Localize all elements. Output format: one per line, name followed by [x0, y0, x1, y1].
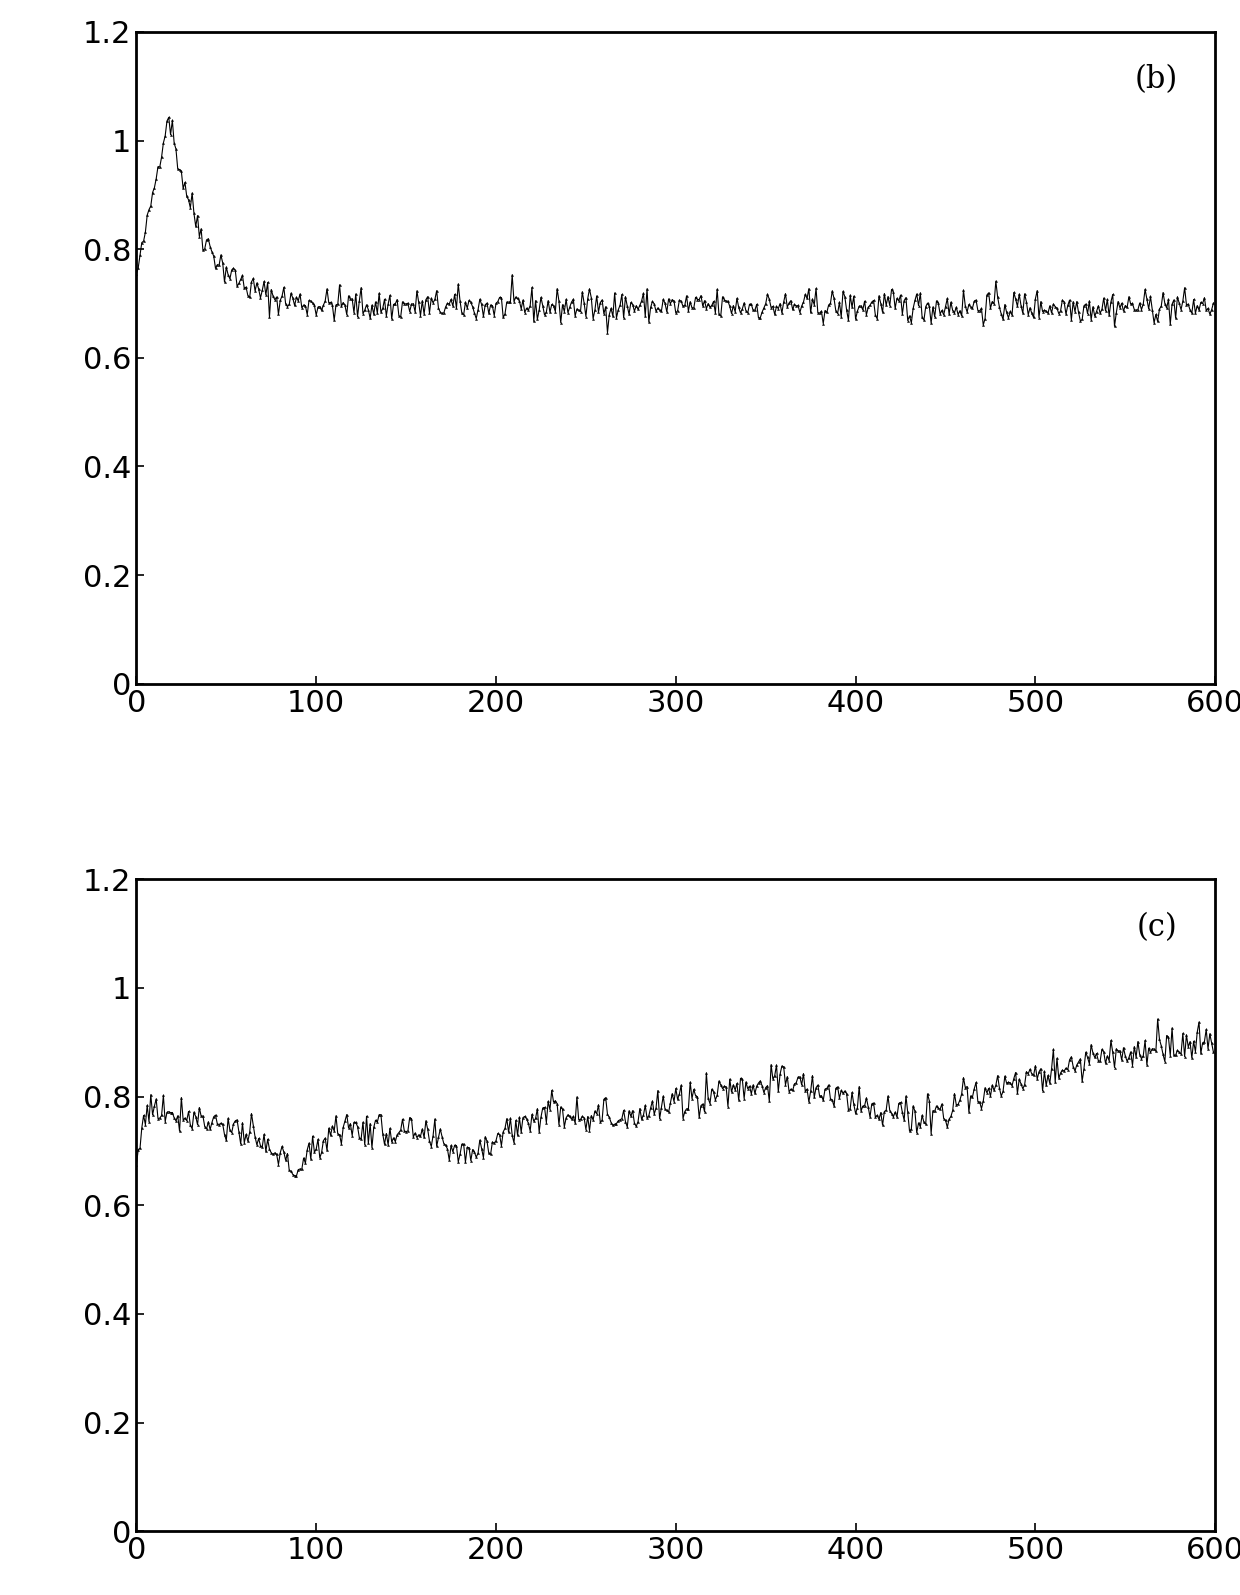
Text: (b): (b) [1135, 64, 1178, 96]
Text: (c): (c) [1137, 912, 1178, 943]
